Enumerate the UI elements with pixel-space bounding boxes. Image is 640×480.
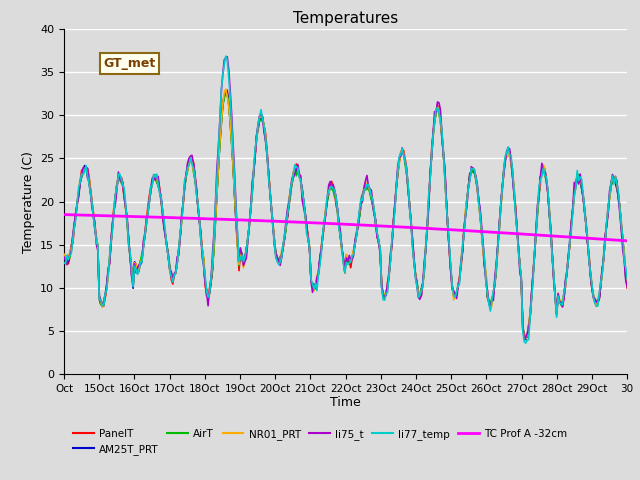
X-axis label: Time: Time [330, 396, 361, 408]
Legend: PanelT, AM25T_PRT, AirT, NR01_PRT, li75_t, li77_temp, TC Prof A -32cm: PanelT, AM25T_PRT, AirT, NR01_PRT, li75_… [69, 424, 572, 459]
Text: GT_met: GT_met [104, 57, 156, 70]
Y-axis label: Temperature (C): Temperature (C) [22, 151, 35, 252]
Title: Temperatures: Temperatures [293, 11, 398, 26]
